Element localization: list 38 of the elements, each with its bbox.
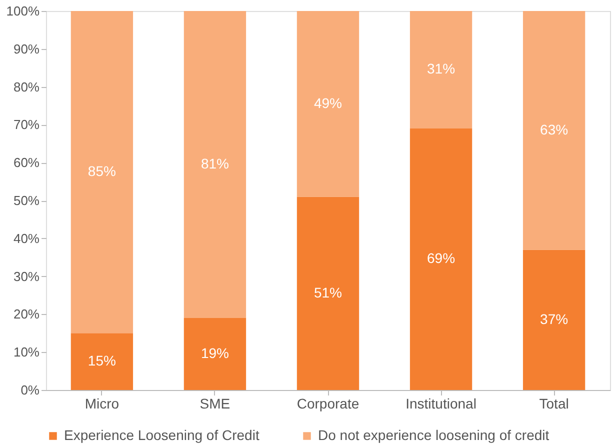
data-label: 15% — [88, 352, 116, 369]
data-label: 69% — [427, 250, 456, 266]
bar — [410, 128, 472, 390]
bar — [70, 11, 134, 334]
data-label: 37% — [540, 310, 568, 327]
data-label: 51% — [314, 284, 342, 300]
y-tick-label: 70% — [13, 117, 40, 132]
x-tick-label: Micro — [84, 396, 120, 412]
bar — [296, 196, 360, 390]
bar — [184, 318, 246, 390]
y-tick-label: 60% — [13, 155, 40, 170]
data-label: 19% — [200, 344, 229, 361]
x-tick-label: SME — [200, 396, 230, 412]
y-tick-label: 40% — [13, 230, 40, 246]
x-tick-label: Corporate — [296, 396, 360, 412]
legend-label: Do not experience loosening of credit — [318, 427, 550, 443]
y-tick-label: 50% — [13, 193, 40, 208]
bar — [522, 250, 586, 390]
y-tick-label: 30% — [13, 268, 40, 284]
y-tick-label: 80% — [13, 79, 40, 94]
data-label: 85% — [88, 163, 116, 180]
y-tick-label: 10% — [13, 344, 40, 360]
x-tick-label: Institutional — [406, 396, 476, 412]
data-label: 31% — [427, 60, 456, 77]
y-tick-label: 0% — [20, 382, 40, 398]
bar — [522, 11, 586, 250]
legend-label: Experience Loosening of Credit — [64, 427, 260, 443]
bar — [70, 333, 134, 390]
data-label: 63% — [540, 121, 568, 138]
bar — [410, 11, 472, 128]
data-label: 49% — [314, 94, 342, 111]
x-tick-label: Total — [539, 396, 569, 412]
bar — [296, 11, 360, 197]
data-label: 81% — [200, 155, 229, 172]
y-tick-label: 20% — [13, 306, 40, 322]
y-tick-label: 100% — [6, 4, 40, 18]
bar — [184, 11, 246, 318]
y-tick-label: 90% — [13, 41, 40, 56]
